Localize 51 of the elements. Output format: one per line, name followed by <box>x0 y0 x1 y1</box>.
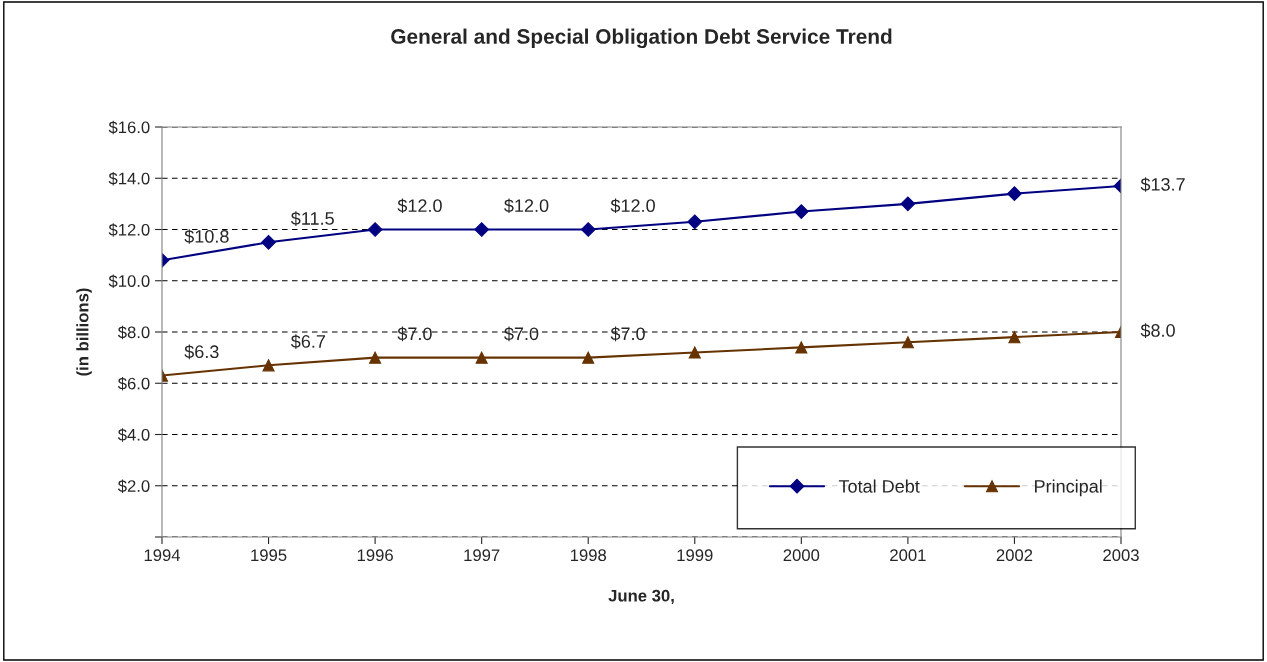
point <box>1007 186 1022 202</box>
point <box>582 351 595 364</box>
y-tick-label: $12.0 <box>108 223 150 237</box>
y-tick-label: $8.0 <box>117 325 150 340</box>
x-tick-label: 2000 <box>783 549 820 562</box>
point <box>475 351 488 364</box>
data-label: $6.3 <box>184 344 219 360</box>
y-tick-label: $16.0 <box>108 120 150 135</box>
legend-label: Total Debt <box>838 479 920 493</box>
x-tick-label: 1997 <box>464 549 500 562</box>
data-label: $12.0 <box>504 198 549 214</box>
point <box>474 222 490 237</box>
point <box>261 234 276 250</box>
x-tick-label: 1999 <box>677 549 713 562</box>
point <box>262 359 275 372</box>
data-label: $11.5 <box>290 211 334 226</box>
data-label: $7.0 <box>610 326 645 342</box>
x-tick-label: 2002 <box>996 549 1033 562</box>
x-tick-label: 1994 <box>144 549 181 562</box>
point <box>688 346 701 359</box>
x-tick-label: 1998 <box>570 549 607 562</box>
y-tick-label: $14.0 <box>108 171 150 186</box>
x-tick-label: 1995 <box>251 549 287 562</box>
x-tick-label: 2003 <box>1103 549 1139 562</box>
point <box>793 204 809 219</box>
data-label: $7.0 <box>397 326 432 342</box>
y-tick-label: $4.0 <box>117 428 150 442</box>
chart-title: General and Special Obligation Debt Service Trend <box>391 28 892 49</box>
point <box>901 336 914 349</box>
point <box>369 351 382 364</box>
y-tick-label: $10.0 <box>108 274 150 288</box>
y-tick-label: $2.0 <box>117 479 150 493</box>
point <box>367 222 383 237</box>
y-tick-label: $6.0 <box>117 376 150 391</box>
data-label: $10.8 <box>184 229 229 244</box>
data-label: $6.7 <box>290 334 326 349</box>
point <box>795 341 808 354</box>
x-tick-label: 2001 <box>890 549 926 562</box>
point <box>687 214 703 230</box>
data-label: $12.0 <box>610 198 655 214</box>
data-label: $12.0 <box>397 198 442 214</box>
data-label: $13.7 <box>1140 177 1185 192</box>
x-axis-title: June 30, <box>608 589 674 604</box>
legend-label: Principal <box>1035 479 1102 497</box>
data-label: $7.0 <box>504 326 539 342</box>
data-label: $8.0 <box>1140 323 1175 338</box>
point <box>900 196 916 212</box>
point <box>580 222 596 237</box>
y-axis-title: (in billions) <box>76 288 92 376</box>
x-tick-label: 1996 <box>357 549 393 562</box>
point <box>1008 331 1021 344</box>
